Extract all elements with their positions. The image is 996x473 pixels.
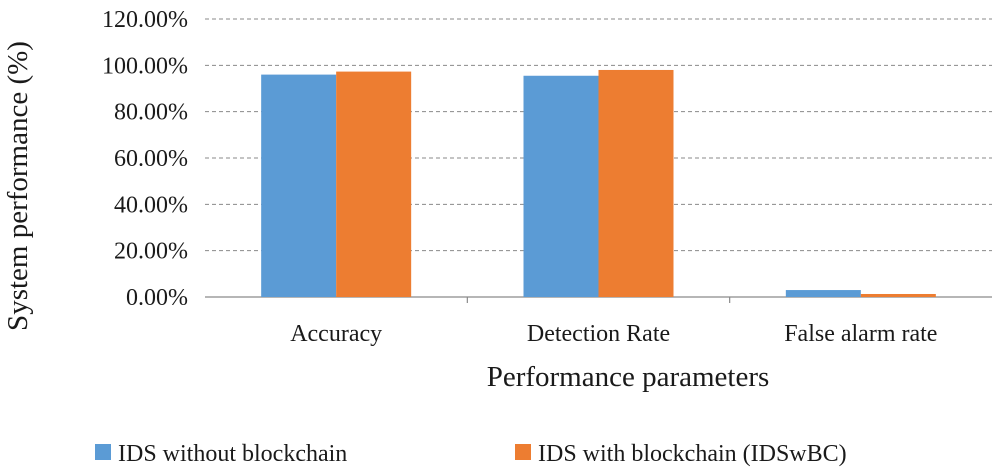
bar-with-blockchain-2 bbox=[860, 293, 936, 297]
y-tick-label: 40.00% bbox=[114, 192, 188, 218]
y-tick-label: 20.00% bbox=[114, 239, 188, 265]
x-axis-categories: Accuracy Detection Rate False alarm rate bbox=[290, 297, 937, 347]
legend: IDS without blockchain IDS with blockchai… bbox=[95, 441, 847, 467]
x-category-label: Detection Rate bbox=[527, 321, 670, 347]
y-tick-label: 120.00% bbox=[102, 7, 188, 33]
bars bbox=[261, 69, 936, 297]
y-tick-label: 100.00% bbox=[102, 53, 188, 79]
y-tick-label: 0.00% bbox=[126, 285, 188, 311]
y-axis-title: System performance (%) bbox=[2, 41, 34, 331]
bar-with-blockchain-0 bbox=[336, 71, 412, 297]
bar-without-blockchain-2 bbox=[785, 290, 861, 297]
y-tick-label: 80.00% bbox=[114, 100, 188, 126]
x-category-label: Accuracy bbox=[290, 321, 382, 347]
y-axis-ticks: 0.00% 20.00% 40.00% 60.00% 80.00% 100.00% 120.… bbox=[102, 7, 188, 311]
legend-swatch bbox=[95, 444, 111, 460]
legend-label: IDS with blockchain (IDSwBC) bbox=[538, 441, 847, 467]
legend-label: IDS without blockchain bbox=[118, 441, 347, 467]
y-tick-label: 60.00% bbox=[114, 146, 188, 172]
x-category-label: False alarm rate bbox=[784, 321, 937, 347]
bar-without-blockchain-1 bbox=[523, 75, 599, 297]
bar-with-blockchain-1 bbox=[598, 69, 674, 297]
bar-without-blockchain-0 bbox=[261, 74, 337, 297]
x-axis-title: Performance parameters bbox=[487, 361, 770, 393]
legend-swatch bbox=[515, 444, 531, 460]
